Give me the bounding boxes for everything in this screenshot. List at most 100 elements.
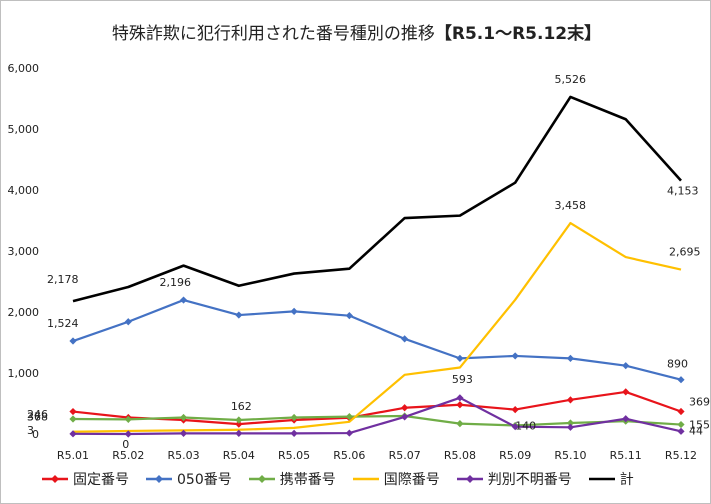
data-label: 890 <box>667 358 688 371</box>
y-tick-label: 0 <box>32 428 39 441</box>
x-tick-label: R5.01 <box>57 449 89 462</box>
data-label: 162 <box>231 400 252 413</box>
x-tick-label: R5.03 <box>167 449 199 462</box>
series-point <box>179 413 188 422</box>
series-point <box>456 401 464 409</box>
legend-label: 国際番号 <box>383 472 440 488</box>
data-label: 2,196 <box>160 276 192 289</box>
chart-title: 特殊詐欺に犯行利用された番号種別の推移【R5.1～R5.12末】 <box>1 19 710 44</box>
data-label: 44 <box>689 424 703 437</box>
series-point <box>566 354 575 362</box>
chart-title-range: 【R5.1～R5.12末】 <box>434 24 602 44</box>
series-point <box>456 420 464 428</box>
data-label: 155 <box>689 419 710 432</box>
data-label: 2,695 <box>669 246 701 259</box>
legend-item: 050番号 <box>145 469 232 489</box>
legend-label: 判別不明番号 <box>487 472 572 488</box>
series-line <box>72 221 682 433</box>
series-line <box>72 95 682 303</box>
series-point <box>566 419 575 427</box>
y-tick-label: 1,000 <box>8 367 40 380</box>
legend-item: 携帯番号 <box>248 469 336 489</box>
x-tick-label: R5.05 <box>278 449 310 462</box>
y-tick-label: 3,000 <box>8 245 40 258</box>
x-tick-label: R5.12 <box>665 449 697 462</box>
series-point <box>235 311 243 319</box>
data-label: 3,458 <box>554 199 586 212</box>
x-tick-label: R5.09 <box>499 449 531 462</box>
x-tick-label: R5.04 <box>223 449 255 462</box>
data-label: 37 <box>27 411 41 424</box>
series-line <box>72 396 682 436</box>
legend-item: 判別不明番号 <box>456 469 572 489</box>
series-line <box>72 298 682 381</box>
series-point <box>456 354 464 362</box>
series-point <box>290 307 298 315</box>
y-tick-label: 6,000 <box>8 62 40 75</box>
series-point <box>69 415 77 423</box>
data-label: 4,153 <box>667 185 699 198</box>
y-tick-label: 5,000 <box>8 123 40 136</box>
series-point <box>566 396 575 404</box>
data-label: 3 <box>27 424 34 437</box>
chart-legend: 固定番号 050番号 携帯番号 国際番号 判別不明番号 計 <box>41 467 701 491</box>
legend-label: 携帯番号 <box>279 472 336 488</box>
x-tick-label: R5.02 <box>112 449 144 462</box>
series-point <box>677 427 685 435</box>
series-point <box>345 413 353 421</box>
x-tick-label: R5.06 <box>333 449 365 462</box>
series-point <box>235 416 243 424</box>
data-label: 369 <box>689 395 710 408</box>
series-point <box>401 413 409 421</box>
data-label: 5,526 <box>554 73 586 86</box>
data-label: 368 <box>27 411 48 424</box>
series-point <box>179 429 188 437</box>
data-label: 0 <box>122 438 129 451</box>
series-point <box>622 415 630 423</box>
legend-swatch <box>352 477 379 481</box>
legend-swatch <box>248 475 275 483</box>
series-point <box>511 406 519 414</box>
x-tick-label: R5.11 <box>610 449 642 462</box>
legend-label: 計 <box>619 472 634 488</box>
series-point <box>345 429 353 437</box>
legend-swatch <box>42 475 68 483</box>
x-tick-label: R5.10 <box>554 449 586 462</box>
series-point <box>290 413 298 422</box>
series-point <box>566 423 575 431</box>
data-label: 593 <box>452 373 473 386</box>
data-label: 140 <box>515 419 536 432</box>
series-point <box>69 430 77 438</box>
series-point <box>345 312 353 320</box>
legend-swatch <box>456 475 483 483</box>
data-label: 1,524 <box>47 317 79 330</box>
series-line <box>72 414 682 427</box>
y-tick-label: 2,000 <box>8 306 40 319</box>
series-point <box>124 415 132 423</box>
series-point <box>69 337 77 345</box>
data-label: 246 <box>27 408 48 421</box>
legend-label: 固定番号 <box>73 472 129 488</box>
series-point <box>622 388 630 396</box>
series-line <box>72 390 682 426</box>
series-point <box>235 420 243 428</box>
series-point <box>511 352 519 360</box>
series-point <box>69 407 77 416</box>
series-point <box>235 429 243 437</box>
legend-item: 固定番号 <box>41 469 129 489</box>
series-point <box>456 394 464 402</box>
series-point <box>179 296 188 304</box>
legend-item: 計 <box>588 469 634 489</box>
series-point <box>677 407 685 416</box>
series-point <box>511 423 519 431</box>
legend-swatch <box>588 477 615 481</box>
legend-swatch <box>146 475 172 483</box>
series-point <box>401 404 409 412</box>
series-point <box>401 335 409 343</box>
x-tick-label: R5.08 <box>444 449 476 462</box>
series-point <box>677 420 685 429</box>
series-point <box>622 362 630 370</box>
y-tick-label: 4,000 <box>8 184 40 197</box>
x-tick-label: R5.07 <box>389 449 421 462</box>
